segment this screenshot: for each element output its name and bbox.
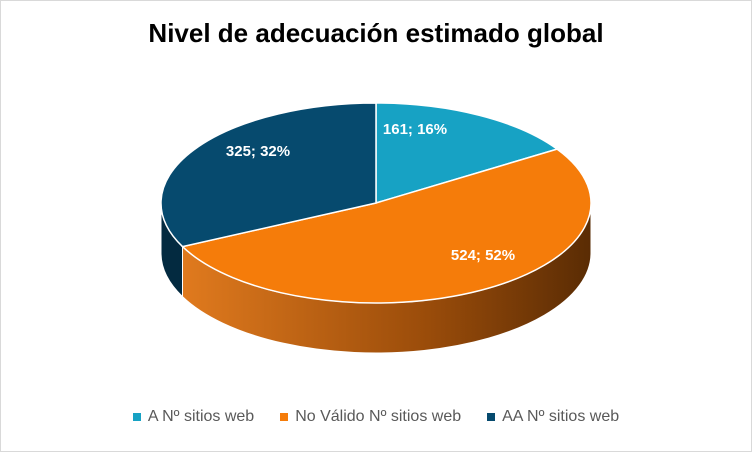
legend-swatch-a	[132, 413, 141, 421]
legend-swatch-aa	[487, 413, 496, 421]
legend-item-aa: AA Nº sitios web	[487, 408, 619, 426]
legend-item-no-valido: No Válido Nº sitios web	[280, 408, 461, 426]
data-label-2: 325; 32%	[226, 143, 290, 160]
pie-slice-1	[180, 148, 592, 304]
pie-slice-2	[160, 102, 377, 248]
legend-label-no-valido: No Válido Nº sitios web	[295, 408, 462, 425]
legend-item-a: A Nº sitios web	[132, 408, 255, 426]
legend-label-a: A Nº sitios web	[147, 408, 255, 425]
data-label-1: 524; 52%	[451, 247, 515, 264]
chart-legend: A Nº sitios web No Válido Nº sitios web …	[0, 408, 752, 426]
data-label-0: 161; 16%	[383, 121, 447, 138]
chart-title: Nivel de adecuación estimado global	[148, 18, 604, 48]
pie-slice-0	[375, 102, 559, 205]
legend-swatch-no-valido	[280, 413, 289, 421]
legend-label-aa: AA Nº sitios web	[502, 408, 620, 425]
